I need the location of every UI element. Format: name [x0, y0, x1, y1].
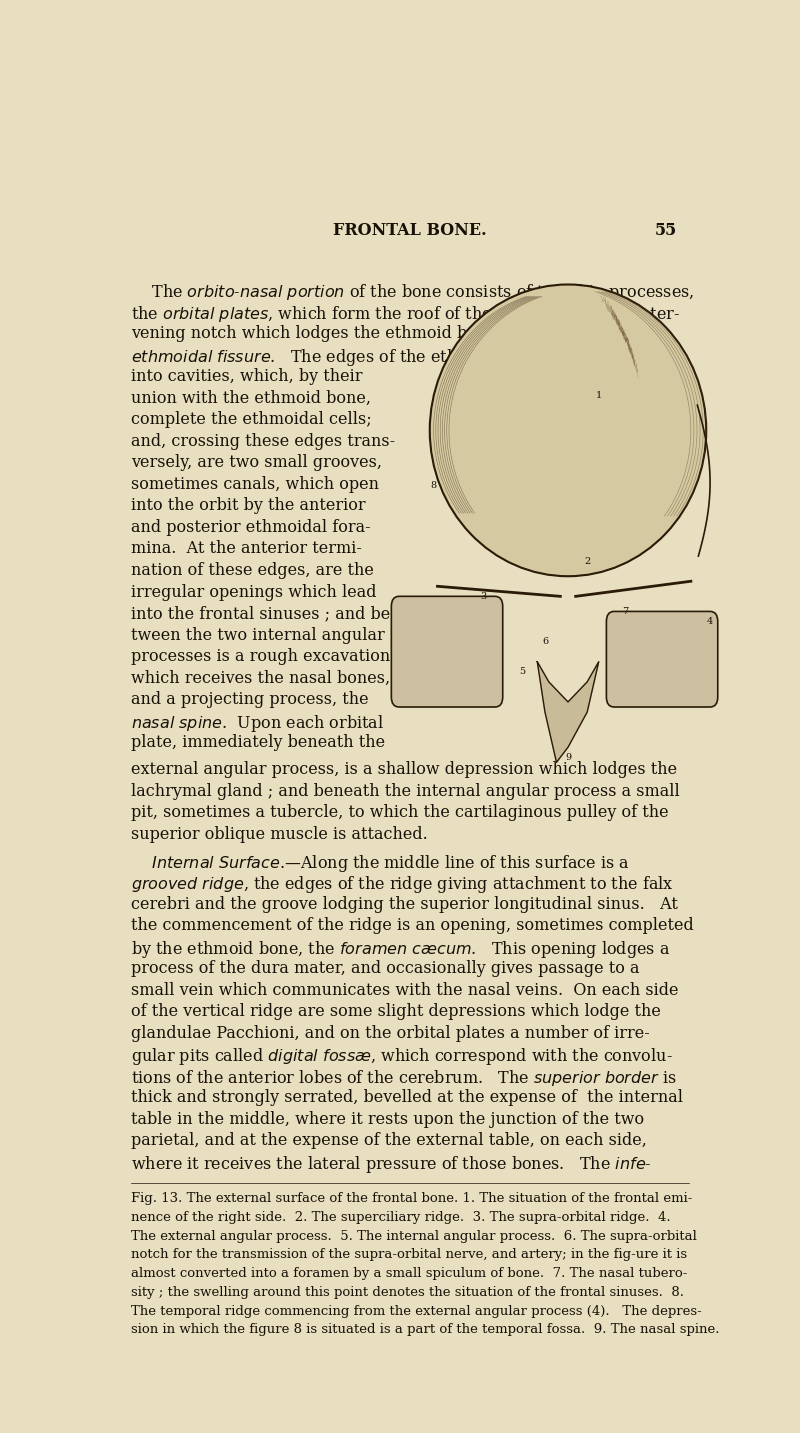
Text: $\it{Internal}$ $\it{Surface}$.—Along the middle line of this surface is a: $\it{Internal}$ $\it{Surface}$.—Along th… — [131, 853, 630, 874]
Text: vening notch which lodges the ethmoid bone, and is called the: vening notch which lodges the ethmoid bo… — [131, 325, 641, 342]
Text: 55: 55 — [654, 222, 677, 239]
Text: The $\it{orbito}$-$\it{nasal}$ $\it{portion}$ of the bone consists of two thin p: The $\it{orbito}$-$\it{nasal}$ $\it{port… — [131, 282, 694, 304]
Text: table in the middle, where it rests upon the junction of the two: table in the middle, where it rests upon… — [131, 1111, 644, 1128]
Text: $\it{ethmoidal}$ $\it{fissure}$.   The edges of the ethmoidal fissure are hollow: $\it{ethmoidal}$ $\it{fissure}$. The edg… — [131, 347, 683, 368]
Text: plate, immediately beneath the: plate, immediately beneath the — [131, 734, 385, 751]
Text: complete the ethmoidal cells;: complete the ethmoidal cells; — [131, 411, 372, 428]
Text: versely, are two small grooves,: versely, are two small grooves, — [131, 454, 382, 471]
Text: into the frontal sinuses ; and be-: into the frontal sinuses ; and be- — [131, 605, 396, 622]
Text: process of the dura mater, and occasionally gives passage to a: process of the dura mater, and occasiona… — [131, 960, 639, 977]
FancyBboxPatch shape — [391, 596, 502, 706]
Text: by the ethmoid bone, the $\it{foramen}$ $\it{c\ae cum}$.   This opening lodges a: by the ethmoid bone, the $\it{foramen}$ … — [131, 939, 670, 960]
FancyBboxPatch shape — [606, 612, 718, 706]
Text: 1: 1 — [595, 391, 602, 400]
Text: parietal, and at the expense of the external table, on each side,: parietal, and at the expense of the exte… — [131, 1132, 647, 1149]
Text: 8: 8 — [430, 481, 437, 490]
Text: 7: 7 — [622, 608, 629, 616]
Text: and a projecting process, the: and a projecting process, the — [131, 691, 369, 708]
Text: superior oblique muscle is attached.: superior oblique muscle is attached. — [131, 825, 428, 843]
Text: notch for the transmission of the supra-orbital nerve, and artery; in the fig-ur: notch for the transmission of the supra-… — [131, 1248, 687, 1261]
Text: 9: 9 — [565, 752, 571, 762]
Text: union with the ethmoid bone,: union with the ethmoid bone, — [131, 390, 371, 407]
Text: irregular openings which lead: irregular openings which lead — [131, 583, 377, 600]
Text: 2: 2 — [584, 556, 590, 566]
Text: external angular process, is a shallow depression which lodges the: external angular process, is a shallow d… — [131, 761, 677, 778]
Text: tween the two internal angular: tween the two internal angular — [131, 626, 385, 643]
Text: mina.  At the anterior termi-: mina. At the anterior termi- — [131, 540, 362, 557]
Text: glandulae Pacchioni, and on the orbital plates a number of irre-: glandulae Pacchioni, and on the orbital … — [131, 1025, 650, 1042]
Text: where it receives the lateral pressure of those bones.   The $\it{infe}$-: where it receives the lateral pressure o… — [131, 1154, 652, 1175]
Text: gular pits called $\it{digital}$ $\it{foss\ae}$, which correspond with the convo: gular pits called $\it{digital}$ $\it{fo… — [131, 1046, 673, 1068]
Text: The temporal ridge commencing from the external angular process (4).   The depre: The temporal ridge commencing from the e… — [131, 1304, 702, 1317]
Text: small vein which communicates with the nasal veins.  On each side: small vein which communicates with the n… — [131, 982, 678, 999]
Ellipse shape — [430, 285, 706, 576]
Text: The external angular process.  5. The internal angular process.  6. The supra-or: The external angular process. 5. The int… — [131, 1230, 697, 1242]
Polygon shape — [538, 662, 598, 762]
Text: the commencement of the ridge is an opening, sometimes completed: the commencement of the ridge is an open… — [131, 917, 694, 934]
Text: Fig. 13. The external surface of the frontal bone. 1. The situation of the front: Fig. 13. The external surface of the fro… — [131, 1192, 692, 1205]
Text: 5: 5 — [519, 668, 525, 676]
Text: sion in which the figure 8 is situated is a part of the temporal fossa.  9. The : sion in which the figure 8 is situated i… — [131, 1323, 719, 1337]
Text: thick and strongly serrated, bevelled at the expense of  the internal: thick and strongly serrated, bevelled at… — [131, 1089, 683, 1106]
Text: into cavities, which, by their: into cavities, which, by their — [131, 368, 362, 385]
Text: nation of these edges, are the: nation of these edges, are the — [131, 562, 374, 579]
Text: the $\it{orbital}$ $\it{plates}$, which form the roof of the orbits, and of an i: the $\it{orbital}$ $\it{plates}$, which … — [131, 304, 680, 324]
Text: Fig. 13.: Fig. 13. — [515, 363, 578, 380]
Text: into the orbit by the anterior: into the orbit by the anterior — [131, 497, 366, 514]
Text: and, crossing these edges trans-: and, crossing these edges trans- — [131, 433, 395, 450]
Text: 6: 6 — [542, 638, 548, 646]
Text: lachrymal gland ; and beneath the internal angular process a small: lachrymal gland ; and beneath the intern… — [131, 782, 680, 800]
Text: which receives the nasal bones,: which receives the nasal bones, — [131, 669, 390, 686]
Text: FRONTAL BONE.: FRONTAL BONE. — [333, 222, 487, 239]
Text: and posterior ethmoidal fora-: and posterior ethmoidal fora- — [131, 519, 370, 536]
Text: almost converted into a foramen by a small spiculum of bone.  7. The nasal tuber: almost converted into a foramen by a sma… — [131, 1267, 687, 1280]
Text: pit, sometimes a tubercle, to which the cartilaginous pulley of the: pit, sometimes a tubercle, to which the … — [131, 804, 669, 821]
Text: 4: 4 — [707, 618, 714, 626]
Text: of the vertical ridge are some slight depressions which lodge the: of the vertical ridge are some slight de… — [131, 1003, 661, 1020]
Text: 3: 3 — [480, 592, 486, 600]
Text: sity ; the swelling around this point denotes the situation of the frontal sinus: sity ; the swelling around this point de… — [131, 1285, 684, 1298]
Text: $\it{nasal}$ $\it{spine}$.  Upon each orbital: $\it{nasal}$ $\it{spine}$. Upon each orb… — [131, 712, 384, 734]
Text: cerebri and the groove lodging the superior longitudinal sinus.   At: cerebri and the groove lodging the super… — [131, 896, 678, 913]
Text: sometimes canals, which open: sometimes canals, which open — [131, 476, 379, 493]
Text: $\it{grooved}$ $\it{ridge}$, the edges of the ridge giving attachment to the fal: $\it{grooved}$ $\it{ridge}$, the edges o… — [131, 874, 674, 896]
Text: nence of the right side.  2. The superciliary ridge.  3. The supra-orbital ridge: nence of the right side. 2. The supercil… — [131, 1211, 670, 1224]
Text: tions of the anterior lobes of the cerebrum.   The $\it{superior}$ $\it{border}$: tions of the anterior lobes of the cereb… — [131, 1068, 677, 1088]
Text: processes is a rough excavation: processes is a rough excavation — [131, 648, 390, 665]
